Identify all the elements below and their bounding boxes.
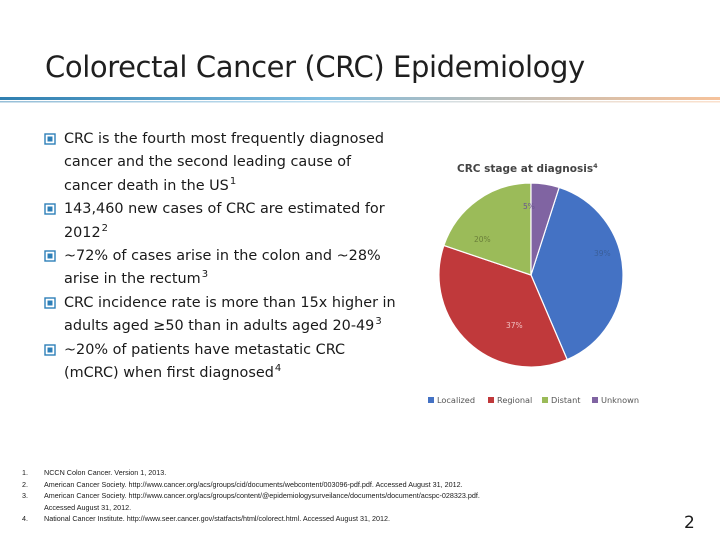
chart-title: CRC stage at diagnosis4	[457, 162, 598, 175]
reference-text: NCCN Colon Cancer. Version 1, 2013.	[44, 468, 167, 477]
pie-slice-labels: 39% 37% 20% 5%	[474, 202, 611, 330]
checkbox-bullet-icon	[44, 250, 56, 262]
checkbox-bullet-icon	[44, 343, 56, 356]
legend-label-regional: Regional	[497, 395, 532, 405]
pie-slices	[438, 182, 624, 368]
bullet-footnote: 4	[274, 363, 282, 375]
bullet-list: CRC is the fourth most frequently diagno…	[44, 128, 404, 385]
bullet-footnote: 3	[375, 316, 382, 328]
pie-label-distant: 20%	[474, 235, 491, 244]
reference-item: 3. American Cancer Society. http://www.ca…	[22, 490, 662, 502]
pie-label-unknown: 5%	[523, 202, 535, 211]
bullet-footnote: 3	[201, 269, 209, 281]
bullet-item: 143,460 new cases of CRC are estimated f…	[44, 198, 404, 245]
bullet-text: CRC is the fourth most frequently diagno…	[64, 131, 384, 194]
bullet-text: ~72% of cases arise in the colon and ~28…	[64, 248, 381, 288]
reference-item: 1. NCCN Colon Cancer. Version 1, 2013.	[22, 467, 662, 479]
slide-number: 2	[684, 513, 695, 533]
legend-label-unknown: Unknown	[601, 395, 639, 405]
reference-number: 2.	[22, 479, 28, 489]
bullet-item: CRC is the fourth most frequently diagno…	[44, 128, 404, 198]
legend-label-distant: Distant	[551, 395, 581, 405]
pie-slice-unknown	[530, 182, 560, 276]
pie-slice-localized	[530, 186, 624, 361]
bullet-text: ~20% of patients have metastatic CRC (mC…	[64, 341, 346, 382]
bullet-item: ~20% of patients have metastatic CRC (mC…	[44, 339, 404, 386]
legend-label-localized: Localized	[437, 395, 475, 405]
checkbox-bullet-icon	[44, 203, 56, 215]
bullet-text: CRC incidence rate is more than 15x high…	[64, 294, 396, 335]
checkbox-bullet-icon	[44, 133, 56, 145]
bullet-text: 143,460 new cases of CRC are estimated f…	[64, 201, 385, 241]
pie-slice-regional	[438, 244, 568, 368]
legend-swatch-regional	[488, 397, 494, 403]
chart-legend: Localized Regional Distant Unknown	[428, 395, 639, 405]
reference-text: American Cancer Society. http://www.canc…	[44, 491, 480, 501]
pie-slice-distant	[443, 182, 532, 276]
reference-item: 2. American Cancer Society. http://www.ca…	[22, 479, 662, 491]
reference-text: American Cancer Society. http://www.canc…	[44, 479, 463, 489]
legend-swatch-localized	[428, 397, 434, 403]
stage-pie-chart: CRC stage at diagnosis4 39% 37% 20% 5% Loca…	[428, 162, 639, 405]
reference-number: 1.	[22, 468, 28, 477]
pie-label-regional: 37%	[506, 321, 523, 330]
reference-number: 3.	[22, 491, 28, 501]
bullet-item: CRC incidence rate is more than 15x high…	[44, 292, 404, 339]
title-divider	[0, 97, 720, 103]
reference-text: National Cancer Institute. http://www.se…	[44, 514, 390, 524]
pie-label-localized: 39%	[594, 249, 611, 258]
legend-swatch-distant	[542, 397, 548, 403]
reference-text: Accessed August 31, 2012.	[44, 502, 132, 512]
reference-item: Accessed August 31, 2012.	[22, 502, 662, 514]
reference-list: 1. NCCN Colon Cancer. Version 1, 2013. 2.…	[22, 467, 662, 525]
checkbox-bullet-icon	[44, 297, 56, 309]
slide-title: Colorectal Cancer (CRC) Epidemiology	[45, 50, 585, 84]
reference-number: 4.	[22, 514, 28, 524]
bullet-footnote: 1	[229, 175, 237, 187]
bullet-footnote: 2	[101, 222, 108, 234]
legend-swatch-unknown	[592, 397, 598, 403]
bullet-item: ~72% of cases arise in the colon and ~28…	[44, 245, 404, 292]
reference-item: 4. National Cancer Institute. http://www.…	[22, 513, 662, 525]
